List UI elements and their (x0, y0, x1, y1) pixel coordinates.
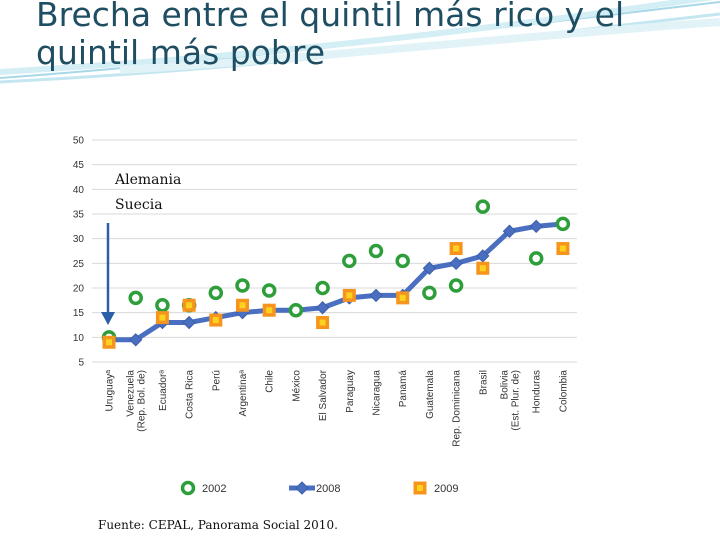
y-tick-25: 25 (73, 259, 85, 270)
point-2009-el-salvador (316, 316, 330, 330)
annotation-suecia: Suecia (115, 197, 163, 213)
point-2002-chile (261, 283, 277, 298)
x-tick-labels: Uruguayᵃ Venezuela(Rep. Bol. de) Ecuadorᵃ C… (105, 369, 570, 446)
point-2009-brasil (476, 261, 490, 275)
point-2009-ecuador (155, 311, 169, 325)
legend-label-2002: 2002 (202, 483, 226, 495)
point-2002-paraguay (342, 253, 357, 269)
point-2008-el-salvador (315, 301, 330, 315)
legend-marker-2002 (180, 480, 196, 496)
point-2002-me-xico (288, 302, 304, 318)
x-tick-nicaragua: Nicaragua (372, 370, 383, 416)
legend-entry-2002: 2002 (180, 480, 226, 496)
x-tick-venezuela-rep-bol-de: Venezuela(Rep. Bol. de) (126, 370, 148, 432)
series-2008-path (109, 221, 564, 343)
point-2009-panama (396, 291, 410, 305)
point-2002-argentina (235, 278, 250, 293)
x-tick-bolivia-est-plur-de: Bolivia(Est. Plur. de) (500, 370, 522, 431)
point-2009-chile (262, 303, 276, 317)
point-2009-argentina (236, 298, 249, 312)
point-2009-rep-dominicana (449, 242, 463, 256)
point-2002-ecuador (155, 298, 170, 313)
legend-label-2008: 2008 (316, 483, 340, 495)
title-swoosh-decoration (0, 0, 720, 84)
x-tick-costa-rica: Costa Rica (185, 370, 196, 419)
legend-label-2009: 2009 (434, 483, 458, 495)
x-tick-paraguay: Paraguay (345, 370, 356, 413)
point-2002-panama (395, 253, 410, 269)
point-2008-rep-dominicana (449, 256, 463, 271)
y-tick-labels: 5 10 15 20 25 30 35 40 45 50 (73, 136, 85, 369)
x-tick-me-xico: México (291, 370, 302, 402)
x-tick-chile: Chile (265, 370, 276, 393)
page-title: Brecha entre el quintil más rico y el qu… (36, 0, 625, 72)
x-tick-colombia: Colombia (558, 370, 569, 413)
y-tick-15: 15 (73, 308, 85, 319)
y-tick-35: 35 (73, 210, 85, 221)
annotation-alemania: Alemania (115, 172, 182, 188)
x-tick-honduras: Honduras (532, 370, 543, 413)
data-markers (101, 199, 571, 349)
y-tick-30: 30 (73, 234, 85, 245)
y-tick-10: 10 (73, 333, 85, 344)
x-tick-uruguay: Uruguayᵃ (105, 370, 116, 412)
legend-entry-2009: 2009 (413, 481, 458, 495)
point-2008-guatemala (422, 261, 437, 275)
point-2009-colombia (556, 242, 570, 256)
annotation-arrow (101, 223, 115, 325)
x-tick-argentina: Argentinaᵃ (238, 370, 249, 417)
point-2002-guatemala (422, 285, 437, 301)
x-tick-peru: Perú (211, 370, 222, 391)
arrow-head (101, 312, 115, 325)
point-2008-venezuela-rep-bol-de (128, 333, 143, 347)
y-tick-50: 50 (73, 136, 85, 147)
x-tick-brasil: Brasil (478, 370, 489, 395)
chart-panel: 5 10 15 20 25 30 35 40 45 50 Uruguayᵃ Venezuela(Re… (52, 128, 587, 500)
point-2002-nicaragua (368, 243, 384, 259)
y-tick-20: 20 (73, 284, 85, 295)
y-tick-40: 40 (73, 185, 85, 196)
point-2008-nicaragua (369, 288, 383, 303)
point-2008-bolivia-est-plur-de (502, 224, 517, 238)
legend-marker-2008 (295, 481, 309, 495)
point-2002-venezuela-rep-bol-de (128, 290, 143, 306)
y-tick-45: 45 (73, 160, 85, 171)
x-tick-panama: Panamá (398, 370, 409, 408)
gridlines (92, 139, 577, 363)
legend-entry-2008: 2008 (289, 481, 340, 495)
point-2002-brasil (475, 199, 491, 214)
point-2009-uruguay (102, 335, 116, 349)
gap-chart: 5 10 15 20 25 30 35 40 45 50 Uruguayᵃ Venezuela(Re… (73, 136, 577, 496)
x-tick-rep-dominicana: Rep. Dominicana (452, 370, 463, 447)
point-2002-el-salvador (315, 280, 330, 296)
point-2002-peru (208, 285, 224, 301)
point-2008-costa-rica (182, 315, 196, 330)
legend: 2002 2008 2009 (180, 480, 458, 496)
x-tick-el-salvador: El Salvador (318, 369, 329, 421)
point-2009-paraguay (342, 288, 356, 302)
x-tick-ecuador: Ecuadorᵃ (158, 370, 169, 411)
series-2008-line (109, 221, 564, 343)
point-2002-rep-dominicana (448, 278, 464, 293)
point-2002-colombia (555, 216, 571, 232)
point-2008-honduras (529, 219, 543, 234)
point-2009-peru (209, 313, 223, 327)
x-tick-guatemala: Guatemala (425, 370, 436, 419)
y-tick-5: 5 (78, 358, 84, 369)
point-2009-costa-rica (182, 298, 196, 312)
legend-marker-2009 (413, 481, 427, 495)
point-2002-honduras (528, 251, 544, 266)
source-note: Fuente: CEPAL, Panorama Social 2010. (98, 518, 338, 532)
